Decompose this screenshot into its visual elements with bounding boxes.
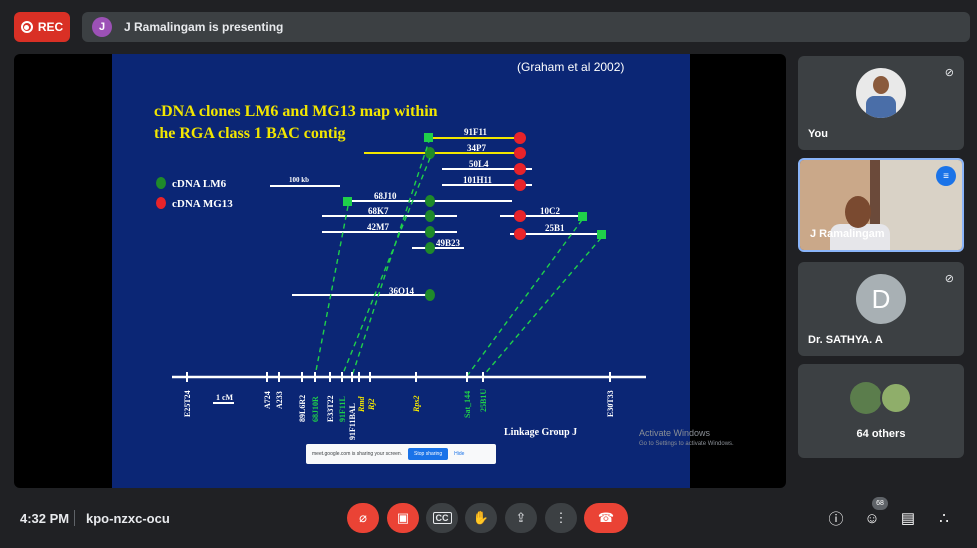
more-icon: ⋮ — [554, 510, 568, 525]
participant-tile-you[interactable]: ⊘ You — [798, 56, 964, 150]
marker-91F11BAL: 91F11BAL — [348, 403, 357, 440]
more-options-button[interactable]: ⋮ — [545, 503, 577, 533]
chat-icon: ▤ — [900, 510, 916, 527]
raise-hand-icon: ✋ — [472, 510, 490, 525]
participant-tile-sathya[interactable]: D ⊘ Dr. SATHYA. A — [798, 262, 964, 356]
clone-36O14: 36O14 — [389, 286, 415, 296]
marker-E33T22: E33T22 — [326, 395, 335, 422]
marker-A724: A724 — [263, 391, 272, 409]
others-avatars — [850, 382, 914, 414]
chat-button[interactable]: ▤ — [898, 508, 918, 528]
participant-count-badge: 68 — [872, 497, 888, 510]
clone-50L4: 50L4 — [469, 159, 489, 169]
marker-A233: A233 — [275, 391, 284, 409]
recording-indicator: REC — [14, 12, 70, 42]
share-message: meet.google.com is sharing your screen. — [312, 451, 403, 457]
screen-share-notice: meet.google.com is sharing your screen. … — [306, 444, 496, 464]
watermark-line-1: Activate Windows — [639, 428, 711, 438]
marker-91F11L: 91F11L — [338, 396, 347, 422]
avatar: D — [856, 274, 906, 324]
marker-25B1U: 25B1U — [479, 389, 488, 412]
hide-notice-button[interactable]: Hide — [454, 451, 465, 457]
slide-title-1: cDNA clones LM6 and MG13 map within — [154, 103, 438, 120]
legend-lm6: cDNA LM6 — [172, 178, 227, 190]
marker-Rj2: Rj2 — [367, 398, 376, 411]
clone-68K7: 68K7 — [368, 206, 389, 216]
others-count: 64 others — [856, 428, 906, 440]
scale-bar-label: 100 kb — [289, 176, 309, 184]
participant-name: You — [808, 128, 828, 140]
people-icon: ☺ — [864, 509, 880, 527]
participant-tile-presenter[interactable]: ≡ J Ramalingam — [798, 158, 964, 252]
clone-42M7: 42M7 — [367, 222, 389, 232]
stop-sharing-button[interactable]: Stop sharing — [408, 448, 449, 460]
end-call-icon: ☎ — [597, 510, 615, 525]
clone-101H11: 101H11 — [463, 175, 493, 185]
activities-button[interactable]: ∴ — [934, 508, 954, 528]
camera-off-icon: ▣ — [396, 510, 410, 525]
raise-hand-button[interactable]: ✋ — [465, 503, 497, 533]
marker-Rmd: Rmd — [357, 395, 366, 413]
mic-off-icon: ⊘ — [944, 273, 954, 285]
slide-citation: (Graham et al 2002) — [517, 60, 624, 74]
marker-E30T33: E30T33 — [606, 390, 615, 417]
presenting-text: J Ramalingam is presenting — [124, 20, 284, 34]
shared-screen[interactable]: (Graham et al 2002) cDNA clones LM6 and … — [14, 54, 786, 488]
marker-89L6R2: 89L6R2 — [298, 395, 307, 422]
info-icon: ⓘ — [828, 510, 844, 528]
activities-icon: ∴ — [939, 510, 949, 527]
clone-10C2: 10C2 — [540, 206, 560, 216]
divider — [74, 510, 75, 526]
clone-68J10: 68J10 — [374, 191, 397, 201]
meeting-details-button[interactable]: ⓘ — [826, 508, 846, 528]
cm-scale-label: 1 cM — [216, 393, 234, 402]
captions-icon: CC — [432, 512, 452, 524]
camera-toggle-button[interactable]: ▣ — [387, 503, 419, 533]
avatar — [856, 68, 906, 118]
participant-name: Dr. SATHYA. A — [808, 334, 883, 346]
present-button[interactable]: ⇪ — [505, 503, 537, 533]
others-tile[interactable]: 64 others — [798, 364, 964, 458]
presenting-banner: J J Ramalingam is presenting — [82, 12, 970, 42]
linkage-group-label: Linkage Group J — [504, 427, 577, 438]
slide-title-2: the RGA class 1 BAC contig — [154, 125, 346, 142]
clone-34P7: 34P7 — [467, 143, 486, 153]
record-icon — [20, 21, 33, 33]
watermark-line-2: Go to Settings to activate Windows. — [639, 441, 734, 447]
participant-name: J Ramalingam — [810, 228, 885, 240]
present-icon: ⇪ — [515, 510, 527, 525]
leave-call-button[interactable]: ☎ — [584, 503, 628, 533]
marker-Rps2: Rps2 — [412, 396, 421, 413]
legend-mg13-marker — [156, 197, 166, 209]
windows-watermark: Activate Windows Go to Settings to activ… — [639, 428, 734, 450]
rec-label: REC — [37, 20, 64, 34]
presentation-slide: (Graham et al 2002) cDNA clones LM6 and … — [112, 54, 690, 488]
mic-toggle-button[interactable]: ⌀ — [347, 503, 379, 533]
people-button[interactable]: ☺ — [862, 508, 882, 528]
marker-68J10R: 68J10R — [311, 396, 320, 422]
meeting-time: 4:32 PM — [20, 511, 70, 526]
presenter-avatar: J — [92, 17, 112, 37]
slide-graphic: (Graham et al 2002) cDNA clones LM6 and … — [154, 60, 646, 440]
legend-lm6-marker — [156, 177, 166, 189]
legend-mg13: cDNA MG13 — [172, 198, 233, 210]
clone-49B23: 49B23 — [436, 238, 461, 248]
speaking-indicator-icon: ≡ — [936, 166, 956, 186]
meeting-code: kpo-nzxc-ocu — [86, 511, 170, 526]
marker-E25T24: E25T24 — [183, 390, 192, 417]
mic-off-icon: ⊘ — [944, 67, 954, 79]
mic-off-icon: ⌀ — [359, 510, 367, 525]
clone-91F11: 91F11 — [464, 127, 488, 137]
clone-25B1: 25B1 — [545, 223, 565, 233]
marker-Sat_144: Sat_144 — [463, 391, 472, 418]
captions-button[interactable]: CC — [426, 503, 458, 533]
